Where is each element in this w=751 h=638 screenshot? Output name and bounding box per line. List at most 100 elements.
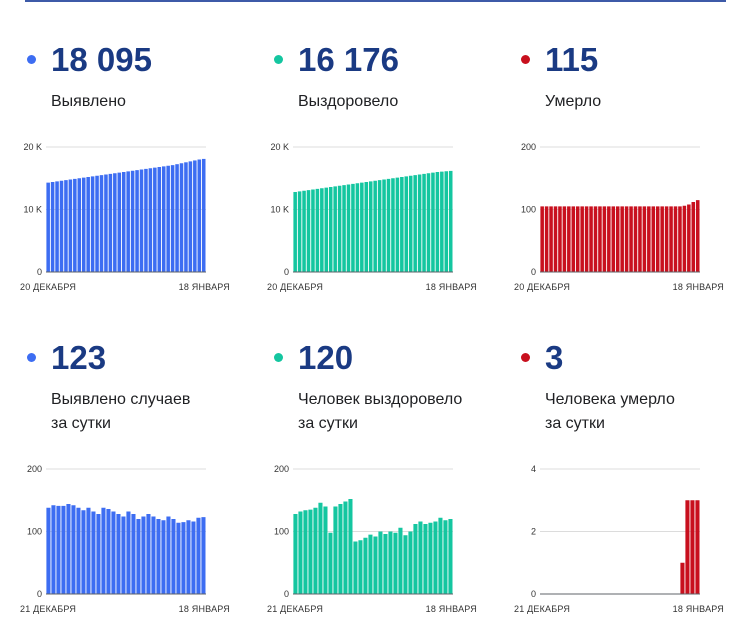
bar [368,181,373,273]
bar [144,168,148,273]
bar [91,511,96,594]
x-start-label: 20 ДЕКАБРЯ [20,282,76,292]
y-tick-label: 200 [274,464,289,474]
bar [86,177,90,272]
bar [197,159,202,272]
bar-chart: 0 10 K 20 K 20 ДЕКАБРЯ 18 ЯНВАРЯ [20,142,230,292]
bar [135,170,139,273]
x-start-label: 20 ДЕКАБРЯ [267,282,323,292]
bar [315,188,320,273]
bar [426,173,431,272]
stat-label: Человека умерло [545,391,675,408]
bar [106,509,111,594]
bar [422,173,426,273]
bar [558,206,562,273]
series-dot-icon [274,353,283,362]
bar [51,505,56,594]
bar [615,206,620,273]
y-tick-label: 0 [284,589,289,599]
bar [171,519,176,594]
bar [440,171,444,273]
bar [377,180,382,273]
series-dot-icon [521,55,530,64]
bar [633,206,638,273]
bar [695,200,700,273]
bar [121,516,126,594]
bar [417,174,422,272]
bar [96,514,101,594]
y-tick-label: 10 K [23,205,42,215]
bar [328,187,333,272]
y-tick-label: 4 [531,464,536,474]
bar [368,534,373,595]
bar-chart: 0 100 200 21 ДЕКАБРЯ 18 ЯНВАРЯ [267,464,477,614]
bar [353,541,358,594]
bar [130,170,135,272]
bar [126,171,130,273]
bar [176,522,181,594]
bar [116,514,121,594]
bar [148,168,153,272]
bar [443,520,448,594]
series-dot-icon [521,353,530,362]
bar [201,517,206,595]
bar [328,532,333,594]
x-start-label: 21 ДЕКАБРЯ [267,604,323,614]
bar-chart: 0 100 200 20 ДЕКАБРЯ 18 ЯНВАРЯ [514,142,724,292]
bar [302,190,306,272]
bar [323,506,328,594]
bar [567,206,571,273]
bar [136,519,141,594]
bar [99,175,104,273]
stat-card: 123 Выявлено случаев за сутки 0 100 200 21 ДЕК… [20,338,255,638]
bar [170,165,175,273]
bar [175,164,179,272]
y-tick-label: 0 [531,267,536,277]
bar [408,175,413,272]
stat-label: Человек выздоровело [298,391,463,408]
stat-card: 3 Человека умерло за сутки 0 2 4 21 ДЕКАБРЯ 18 … [514,338,749,638]
bar [64,180,68,273]
bar [553,206,558,273]
bar [68,179,73,272]
bar [660,206,664,273]
stat-card: 120 Человек выздоровело за сутки 0 100 200 21 … [267,338,502,638]
y-tick-label: 10 K [270,205,289,215]
stat-value: 18 095 [51,41,152,78]
bar [338,504,343,594]
stat-label: за сутки [545,415,605,432]
y-tick-label: 0 [531,589,536,599]
bar [602,206,607,273]
series-dot-icon [27,55,36,64]
top-divider [25,0,726,2]
bar [141,516,146,594]
bar-chart: 0 2 4 21 ДЕКАБРЯ 18 ЯНВАРЯ [514,464,724,614]
bar [438,517,443,594]
bar [680,562,685,594]
bar [413,524,418,594]
bar [358,540,363,594]
x-end-label: 18 ЯНВАРЯ [426,282,477,292]
bar [50,182,55,272]
bar [444,171,449,272]
bar [303,510,308,594]
x-end-label: 18 ЯНВАРЯ [426,604,477,614]
bar [179,163,184,272]
bar [59,180,64,272]
bar [113,173,117,272]
bar [157,167,162,272]
y-tick-label: 20 K [270,142,289,152]
series-dot-icon [27,353,36,362]
bar [55,181,59,273]
bar [433,521,438,594]
bar [611,206,616,273]
bar [593,206,598,273]
bar [655,206,660,273]
bar [404,176,409,273]
x-end-label: 18 ЯНВАРЯ [673,604,724,614]
bar [386,178,391,273]
bar-chart: 0 100 200 21 ДЕКАБРЯ 18 ЯНВАРЯ [20,464,230,614]
bar [77,178,82,272]
y-tick-label: 200 [27,464,42,474]
bar [318,502,323,594]
